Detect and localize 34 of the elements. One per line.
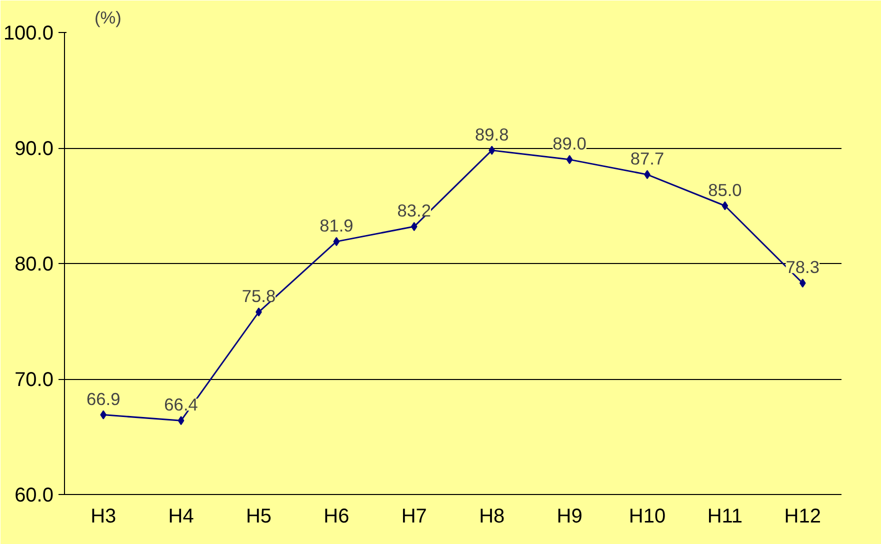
text: 87.7	[630, 148, 664, 169]
x-tick-label: H8	[479, 506, 505, 528]
point	[799, 278, 806, 288]
point	[410, 222, 418, 232]
text: 85.0	[708, 180, 742, 200]
point	[333, 237, 340, 246]
y-tick-label: 100.0	[3, 22, 54, 44]
y-tick-label: 60.0	[14, 484, 54, 506]
y-axis-title: (%)	[94, 8, 122, 28]
x-tick-label: H12	[784, 506, 822, 528]
x-tick-label: H3	[90, 506, 116, 528]
text: 81.9	[320, 216, 354, 236]
x-tick-label: H7	[401, 506, 427, 528]
y-tick-label: 90.0	[14, 138, 54, 160]
y-tick-label: 70.0	[14, 369, 54, 391]
text: 83.2	[397, 200, 432, 221]
point	[488, 146, 496, 155]
point	[100, 410, 107, 420]
point	[722, 201, 728, 210]
x-tick-label: H6	[324, 506, 350, 528]
text: 89.8	[474, 124, 509, 144]
x-tick-label: H11	[707, 506, 743, 528]
text: 78.3	[786, 257, 820, 278]
y-tick-label: 80.0	[14, 254, 54, 276]
x-tick-label: H9	[556, 506, 582, 528]
text: 89.0	[552, 134, 586, 154]
text: 75.8	[242, 286, 276, 306]
text: 66.9	[86, 388, 120, 409]
x-tick-label: H4	[168, 506, 194, 528]
x-tick-label: H10	[628, 506, 666, 528]
point	[178, 416, 184, 426]
text: 66.4	[164, 394, 198, 415]
point	[566, 155, 573, 164]
x-tick-label: H5	[246, 506, 272, 528]
